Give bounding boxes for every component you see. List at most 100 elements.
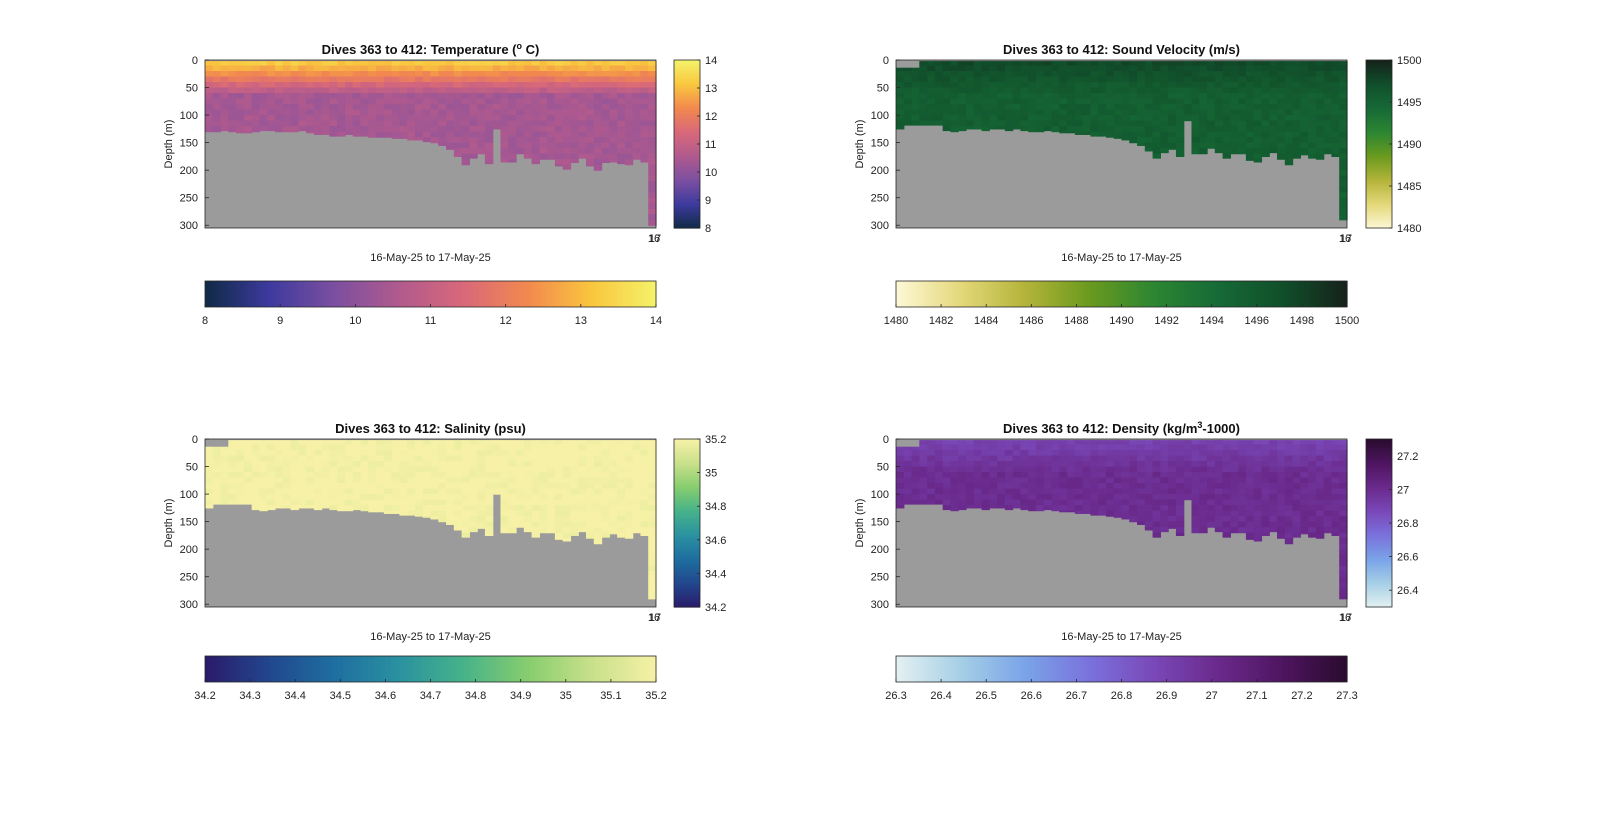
data-cell [1129, 61, 1138, 67]
colorbar-segment [1366, 569, 1392, 572]
colorbar-segment [674, 95, 700, 99]
colorbar-segment [636, 281, 640, 307]
data-cell [1067, 98, 1076, 105]
colorbar-segment [1366, 83, 1392, 86]
data-cell [539, 115, 548, 122]
colorbar-segment [475, 656, 480, 682]
colorbar-segment [216, 656, 220, 682]
colorbar-segment [1324, 281, 1328, 307]
data-cell [523, 142, 533, 149]
colorbar-segment [1318, 656, 1323, 682]
data-cell [1105, 440, 1115, 446]
data-cell [1137, 61, 1146, 67]
data-cell [1207, 466, 1216, 473]
data-cell [477, 521, 486, 528]
data-cell [205, 472, 214, 479]
data-cell [1253, 538, 1263, 542]
data-cell [1315, 461, 1325, 468]
data-cell [422, 104, 432, 111]
data-cell [578, 499, 587, 506]
data-cell [601, 450, 610, 457]
data-cell [1323, 98, 1333, 105]
data-cell [973, 461, 983, 468]
data-cell [391, 494, 400, 501]
colorbar-tick-label: 26.4 [930, 690, 951, 702]
data-cell [1284, 483, 1294, 490]
data-cell [1137, 472, 1146, 479]
data-cell [469, 516, 478, 523]
data-cell [1339, 582, 1348, 589]
data-cell [1113, 104, 1123, 111]
data-cell [1323, 137, 1333, 144]
data-cell [438, 499, 447, 506]
data-cell [1323, 455, 1333, 462]
data-cell [570, 98, 579, 105]
data-cell [500, 521, 509, 528]
data-cell [251, 71, 261, 78]
colorbar-segment [269, 281, 274, 307]
colorbar-segment [674, 116, 700, 120]
data-cell [578, 115, 587, 122]
data-cell [212, 61, 222, 67]
data-cell [453, 98, 463, 105]
colorbar-segment [399, 656, 403, 682]
data-cell [547, 440, 556, 446]
data-cell [1028, 466, 1037, 473]
data-cell [422, 93, 432, 100]
data-cell [298, 71, 307, 78]
data-cell [1339, 208, 1348, 215]
colorbar-segment [1366, 499, 1392, 503]
data-cell [1331, 483, 1340, 490]
colorbar-segment [918, 656, 922, 682]
data-cell [1222, 93, 1231, 100]
data-cell [1028, 461, 1037, 468]
colorbar-segment [444, 656, 449, 682]
colorbar-segment [674, 487, 700, 490]
data-cell [624, 131, 634, 138]
colorbar-segment [560, 656, 564, 682]
data-cell [632, 98, 642, 105]
data-cell [1152, 494, 1161, 501]
colorbar-segment [1366, 560, 1392, 564]
data-cell [648, 472, 657, 479]
data-cell [1168, 510, 1177, 517]
data-cell [578, 472, 587, 479]
data-cell [259, 505, 268, 512]
data-cell [228, 477, 237, 484]
data-cell [632, 109, 642, 116]
data-cell [1144, 148, 1154, 152]
data-cell [562, 142, 572, 149]
data-cell [313, 82, 323, 89]
data-cell [531, 109, 540, 116]
data-cell [1331, 126, 1340, 133]
colorbar-segment [674, 464, 700, 467]
data-cell [1067, 61, 1076, 67]
data-cell [274, 461, 284, 468]
data-cell [1339, 181, 1348, 188]
data-cell [554, 164, 564, 167]
colorbar-segment [303, 656, 308, 682]
colorbar-tick-label: 1490 [1397, 139, 1421, 151]
data-cell [1284, 93, 1294, 100]
data-cell [648, 521, 657, 528]
colorbar-segment [674, 590, 700, 593]
data-cell [1051, 82, 1060, 89]
data-cell [648, 505, 657, 512]
data-cell [1245, 142, 1255, 149]
data-cell [1129, 440, 1138, 446]
data-cell [1152, 120, 1161, 127]
colorbar-segment [1366, 460, 1392, 463]
data-cell [632, 87, 642, 94]
data-cell [1113, 137, 1123, 139]
data-cell [903, 477, 913, 484]
data-cell [282, 440, 292, 446]
colorbar-segment [1098, 656, 1103, 682]
data-cell [469, 120, 478, 127]
axes-box [895, 59, 1348, 229]
colorbar-segment [1366, 198, 1392, 202]
data-cell [617, 472, 626, 479]
data-cell [414, 488, 424, 495]
data-cell [274, 505, 284, 509]
data-cell [570, 93, 579, 100]
data-cell [290, 477, 299, 484]
